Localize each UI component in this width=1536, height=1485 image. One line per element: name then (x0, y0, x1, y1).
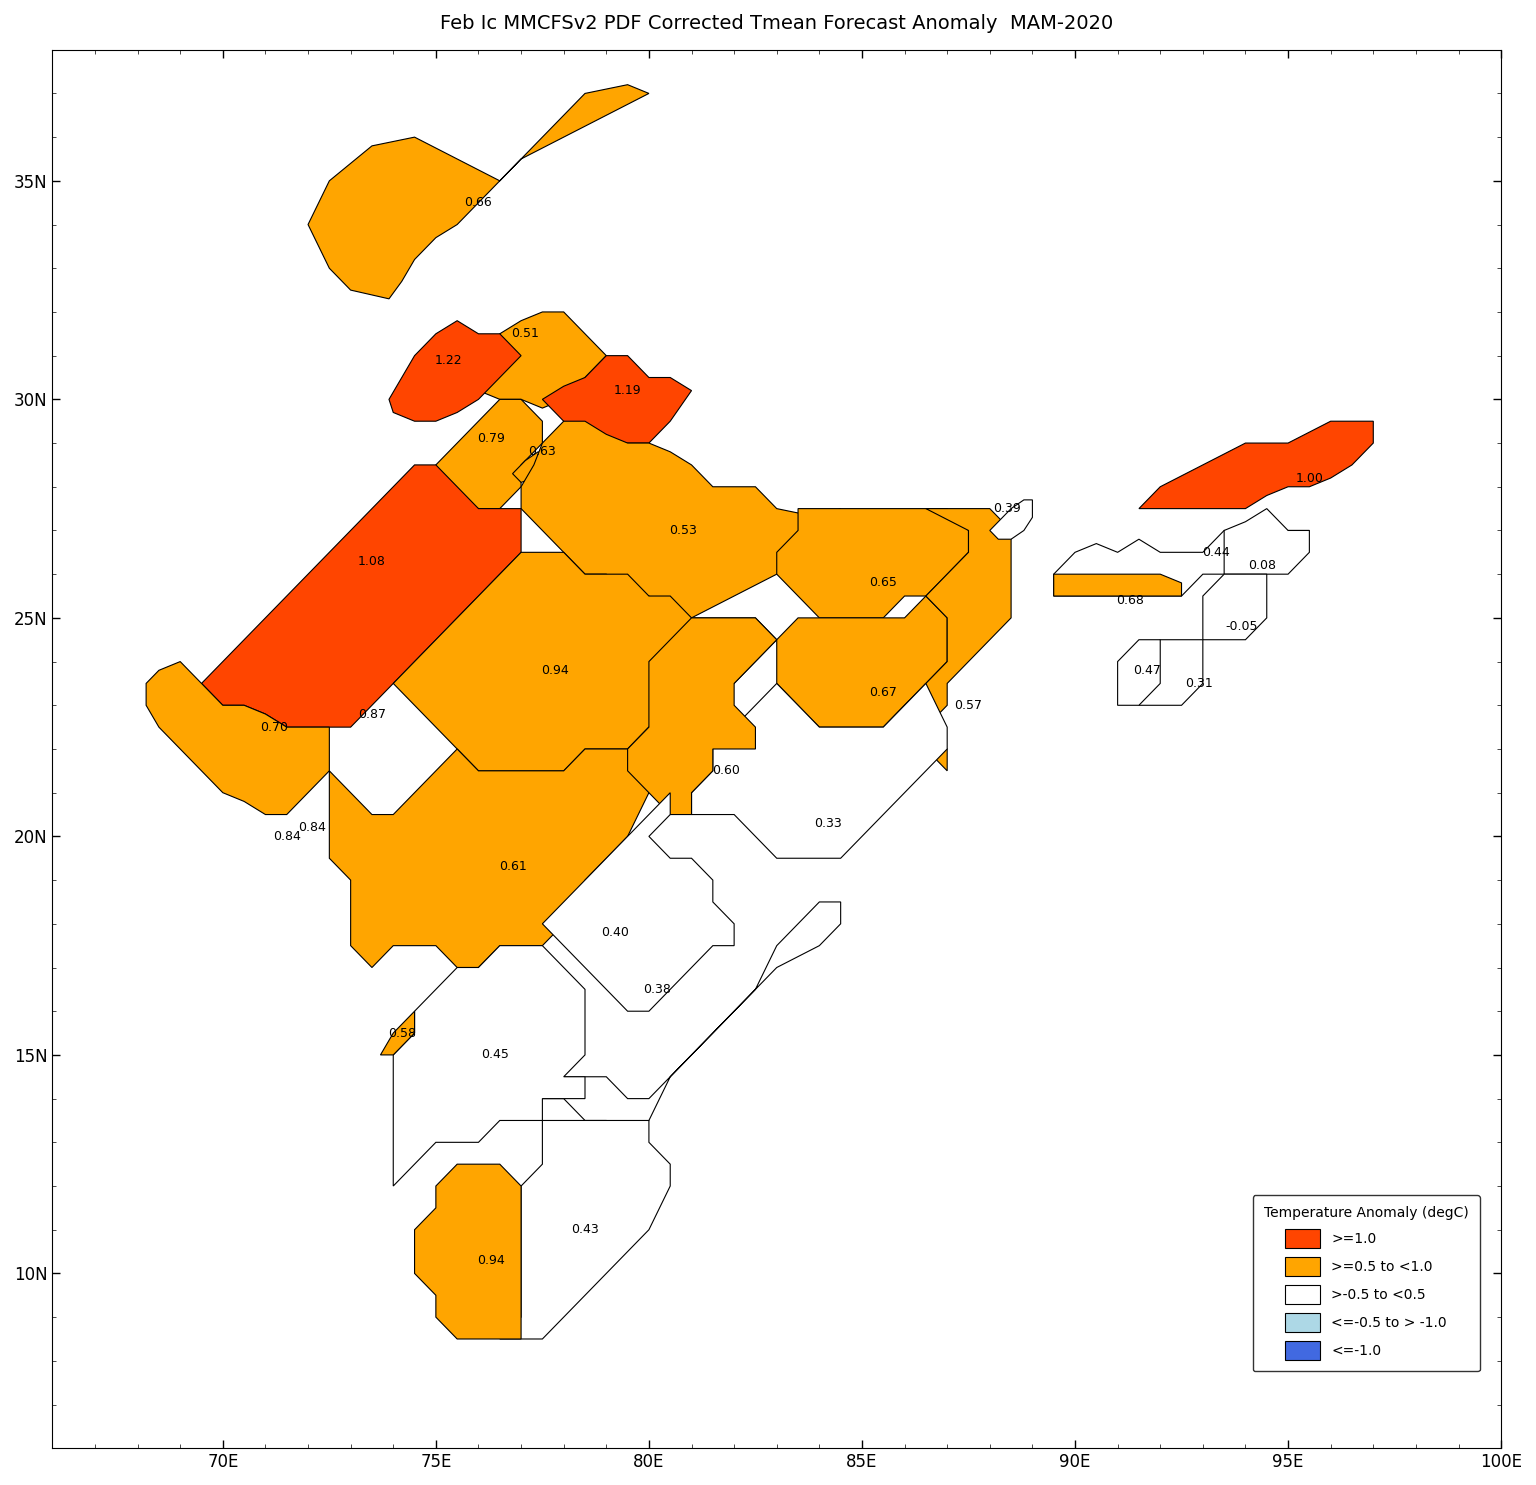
Polygon shape (1203, 575, 1267, 640)
Text: 0.53: 0.53 (670, 524, 697, 538)
Text: 0.67: 0.67 (869, 686, 897, 698)
Text: 0.39: 0.39 (992, 502, 1021, 515)
Text: 0.84: 0.84 (273, 830, 301, 843)
Text: 0.84: 0.84 (298, 821, 326, 835)
Text: 0.87: 0.87 (358, 707, 386, 720)
Polygon shape (777, 509, 969, 618)
Text: 1.08: 1.08 (358, 554, 386, 567)
Polygon shape (521, 901, 840, 1142)
Polygon shape (1054, 575, 1181, 595)
Text: 0.47: 0.47 (1134, 664, 1161, 677)
Text: 0.94: 0.94 (541, 664, 568, 677)
Polygon shape (777, 595, 948, 728)
Polygon shape (393, 552, 777, 771)
Text: 0.68: 0.68 (1117, 594, 1144, 607)
Text: 0.31: 0.31 (1184, 677, 1212, 691)
Polygon shape (1054, 530, 1309, 595)
Text: 0.65: 0.65 (869, 576, 897, 590)
Legend: >=1.0, >=0.5 to <1.0, >-0.5 to <0.5, <=-0.5 to > -1.0, <=-1.0: >=1.0, >=0.5 to <1.0, >-0.5 to <0.5, <=-… (1253, 1195, 1479, 1371)
Polygon shape (628, 618, 777, 815)
Text: 0.70: 0.70 (260, 720, 287, 734)
Polygon shape (415, 1164, 521, 1339)
Text: 0.79: 0.79 (478, 432, 505, 446)
Text: 0.33: 0.33 (814, 817, 842, 830)
Polygon shape (1138, 640, 1203, 705)
Polygon shape (381, 1011, 415, 1054)
Polygon shape (393, 946, 585, 1187)
Text: 1.22: 1.22 (435, 353, 462, 367)
Polygon shape (542, 793, 734, 1011)
Title: Feb Ic MMCFSv2 PDF Corrected Tmean Forecast Anomaly  MAM-2020: Feb Ic MMCFSv2 PDF Corrected Tmean Forec… (441, 13, 1114, 33)
Text: 0.44: 0.44 (1201, 546, 1229, 558)
Polygon shape (329, 728, 670, 968)
Polygon shape (201, 465, 521, 728)
Polygon shape (542, 355, 691, 443)
Text: 0.61: 0.61 (499, 860, 527, 873)
Text: 1.00: 1.00 (1295, 472, 1324, 484)
Text: 0.38: 0.38 (644, 983, 671, 996)
Polygon shape (883, 509, 1011, 771)
Text: 0.66: 0.66 (464, 196, 493, 209)
Polygon shape (499, 1121, 670, 1339)
Text: 0.51: 0.51 (511, 327, 539, 340)
Text: 0.94: 0.94 (478, 1253, 505, 1267)
Polygon shape (521, 422, 840, 618)
Polygon shape (415, 399, 542, 509)
Text: 0.45: 0.45 (482, 1048, 510, 1062)
Polygon shape (989, 500, 1032, 539)
Text: 0.58: 0.58 (387, 1026, 416, 1040)
Polygon shape (691, 683, 948, 858)
Text: 1.19: 1.19 (614, 385, 642, 396)
Text: 0.63: 0.63 (528, 446, 556, 459)
Polygon shape (146, 662, 329, 815)
Polygon shape (389, 321, 521, 422)
Text: 0.60: 0.60 (711, 765, 739, 777)
Text: -0.05: -0.05 (1224, 621, 1258, 633)
Polygon shape (309, 85, 648, 298)
Polygon shape (458, 312, 607, 408)
Polygon shape (1118, 640, 1160, 705)
Text: 0.43: 0.43 (571, 1224, 599, 1236)
Text: 0.57: 0.57 (954, 699, 983, 711)
Text: 0.40: 0.40 (601, 927, 628, 939)
Text: 0.08: 0.08 (1249, 558, 1276, 572)
Polygon shape (1224, 509, 1309, 575)
Polygon shape (1138, 422, 1373, 509)
Polygon shape (513, 451, 547, 483)
